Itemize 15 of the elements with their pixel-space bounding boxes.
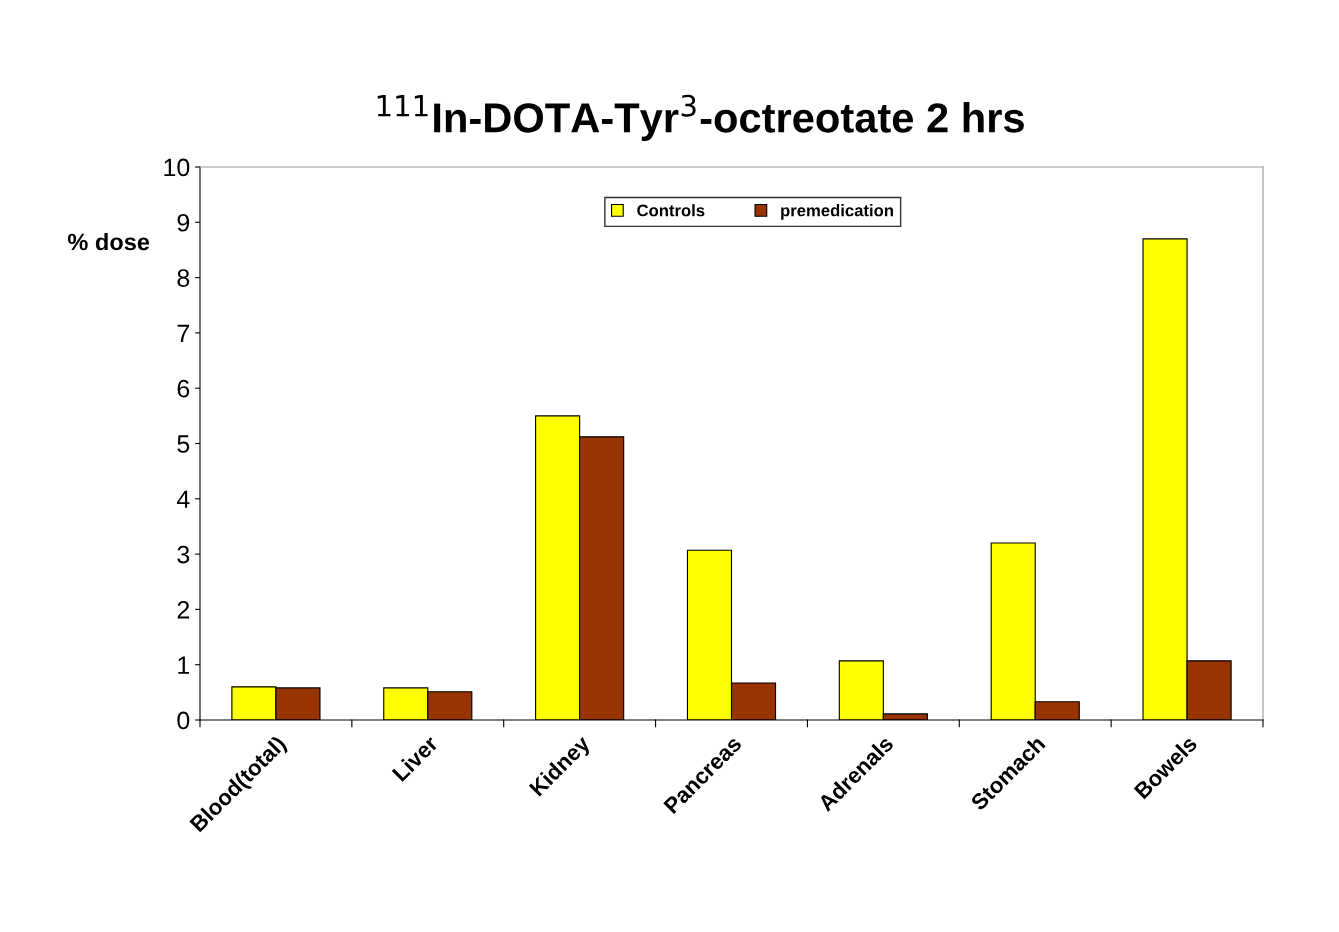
y-tick-label: 9 xyxy=(177,213,190,232)
y-tick-label: 6 xyxy=(177,379,190,398)
y-tick-label: 10 xyxy=(164,158,190,177)
y-axis-title: % dose xyxy=(67,233,150,251)
chart-title: $^{111}$In-DOTA-Tyr$^{3}$-octreotate 2 hrs xyxy=(377,94,1024,141)
y-tick-label: 2 xyxy=(177,601,190,619)
y-tick-label: 0 xyxy=(177,711,190,730)
y-tick-label: 1 xyxy=(178,656,190,674)
y-tick-label: 3 xyxy=(177,545,190,564)
legend-label: premedication xyxy=(781,204,893,220)
y-tick-label: 7 xyxy=(177,324,190,342)
y-tick-label: 5 xyxy=(177,435,190,453)
y-tick-label: 8 xyxy=(177,269,190,287)
legend-label: Controls xyxy=(637,204,705,217)
y-tick-label: 4 xyxy=(176,490,190,508)
